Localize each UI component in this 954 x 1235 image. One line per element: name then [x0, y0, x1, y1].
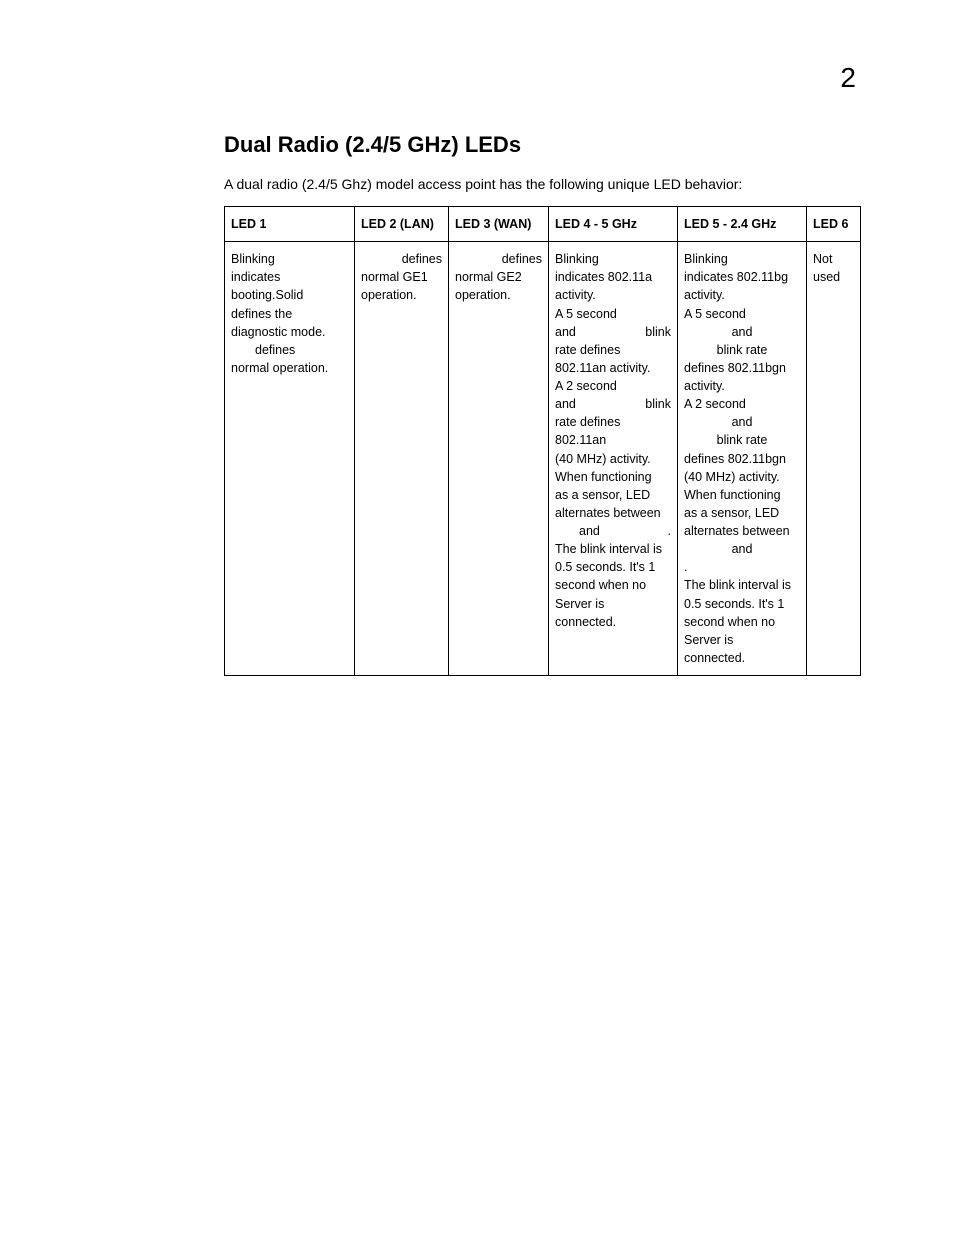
text-line: indicates — [231, 268, 348, 286]
text-line: connected. — [555, 613, 671, 631]
text-line: Blinking — [555, 250, 671, 268]
text-line: A 2 second — [684, 395, 800, 413]
th-led3: LED 3 (WAN) — [449, 207, 549, 242]
text-line: When functioning — [555, 468, 671, 486]
text-line: The blink interval is — [555, 540, 671, 558]
text-line: defines — [455, 250, 542, 268]
page-number: 2 — [840, 62, 856, 94]
text-line: alternates between — [555, 504, 671, 522]
section-title: Dual Radio (2.4/5 GHz) LEDs — [224, 132, 856, 158]
th-led1: LED 1 — [225, 207, 355, 242]
cell-led2: defines normal GE1 operation. — [355, 242, 449, 676]
text-line: A 5 second — [555, 305, 671, 323]
led-table: LED 1 LED 2 (LAN) LED 3 (WAN) LED 4 - 5 … — [224, 206, 861, 676]
page: 2 Dual Radio (2.4/5 GHz) LEDs A dual rad… — [0, 0, 954, 1235]
cell-led4: Blinking indicates 802.11a activity. A 5… — [549, 242, 678, 676]
table-header-row: LED 1 LED 2 (LAN) LED 3 (WAN) LED 4 - 5 … — [225, 207, 861, 242]
text-line: blink rate — [684, 431, 800, 449]
text-line: (40 MHz) activity. — [684, 468, 800, 486]
text-line: The blink interval is — [684, 576, 800, 594]
text-line: blink rate — [684, 341, 800, 359]
text-line: A 2 second — [555, 377, 671, 395]
text-line: normal operation. — [231, 359, 348, 377]
intro-text: A dual radio (2.4/5 Ghz) model access po… — [224, 176, 856, 192]
text-line: connected. — [684, 649, 800, 667]
text-line: and — [684, 413, 800, 431]
text-line: activity. — [555, 286, 671, 304]
cell-led3: defines normal GE2 operation. — [449, 242, 549, 676]
text-line: Server is — [555, 595, 671, 613]
text-line: and blink — [555, 395, 671, 413]
th-led4: LED 4 - 5 GHz — [549, 207, 678, 242]
text-line: 0.5 seconds. It's 1 — [555, 558, 671, 576]
cell-led1: Blinking indicates booting.Solid defines… — [225, 242, 355, 676]
th-led2: LED 2 (LAN) — [355, 207, 449, 242]
text-line: second when no — [555, 576, 671, 594]
text-line: defines — [231, 341, 348, 359]
text-line: diagnostic mode. — [231, 323, 348, 341]
text-line: and . — [555, 522, 671, 540]
table-row: Blinking indicates booting.Solid defines… — [225, 242, 861, 676]
text-line: normal GE1 — [361, 268, 442, 286]
text-line: Not used — [813, 250, 854, 286]
text-line: 802.11an activity. — [555, 359, 671, 377]
text-line: and — [684, 540, 800, 558]
text-span: and — [555, 395, 576, 413]
cell-led6: Not used — [807, 242, 861, 676]
text-line: and — [684, 323, 800, 341]
text-line: operation. — [361, 286, 442, 304]
text-line: rate defines — [555, 413, 671, 431]
text-span: . — [668, 522, 671, 540]
text-line: defines 802.11bgn — [684, 450, 800, 468]
text-line: indicates 802.11a — [555, 268, 671, 286]
text-line: and blink — [555, 323, 671, 341]
text-line: second when no — [684, 613, 800, 631]
text-line: booting.Solid — [231, 286, 348, 304]
text-span: and — [555, 323, 576, 341]
text-line: When functioning — [684, 486, 800, 504]
text-line: defines — [361, 250, 442, 268]
text-line: activity. — [684, 377, 800, 395]
text-line: alternates between — [684, 522, 800, 540]
text-span: blink — [645, 323, 671, 341]
text-line: defines the — [231, 305, 348, 323]
text-line: as a sensor, LED — [684, 504, 800, 522]
text-line: Blinking — [684, 250, 800, 268]
text-line: normal GE2 — [455, 268, 542, 286]
text-line: A 5 second — [684, 305, 800, 323]
text-line: as a sensor, LED — [555, 486, 671, 504]
text-line: indicates 802.11bg — [684, 268, 800, 286]
text-line: Server is — [684, 631, 800, 649]
text-line: Blinking — [231, 250, 348, 268]
text-line: (40 MHz) activity. — [555, 450, 671, 468]
cell-led5: Blinking indicates 802.11bg activity. A … — [678, 242, 807, 676]
text-line: 802.11an — [555, 431, 671, 449]
th-led6: LED 6 — [807, 207, 861, 242]
text-line: rate defines — [555, 341, 671, 359]
text-span: blink — [645, 395, 671, 413]
text-line: 0.5 seconds. It's 1 — [684, 595, 800, 613]
text-line: . — [684, 558, 800, 576]
text-span: and — [555, 522, 600, 540]
th-led5: LED 5 - 2.4 GHz — [678, 207, 807, 242]
text-line: defines 802.11bgn — [684, 359, 800, 377]
text-line: operation. — [455, 286, 542, 304]
text-line: activity. — [684, 286, 800, 304]
